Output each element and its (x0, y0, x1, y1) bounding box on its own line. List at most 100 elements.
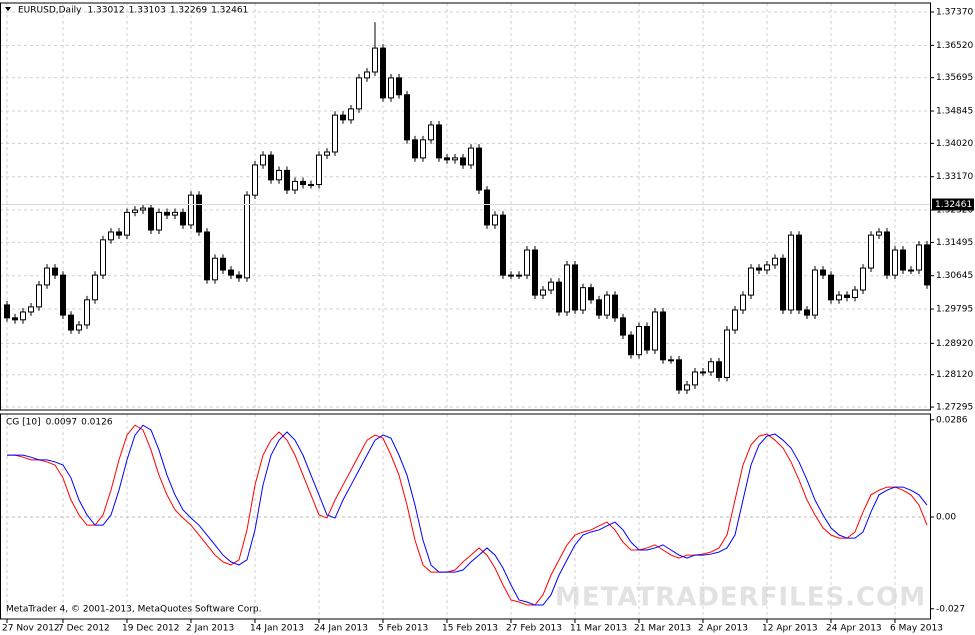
candle-body (756, 267, 762, 271)
candle-body (508, 274, 514, 277)
candle-body (820, 269, 826, 276)
y-tick-label: 1.28120 (936, 370, 973, 380)
candle-body (580, 287, 586, 311)
candle-body (604, 294, 610, 316)
indicator-value: 0.0097 (46, 418, 78, 428)
x-tick-label: 7 Dec 2012 (58, 624, 110, 634)
candle-body (44, 267, 50, 286)
candle-body (188, 194, 194, 226)
candle-body (732, 309, 738, 331)
candle-body (612, 294, 618, 319)
candle-body (476, 147, 482, 191)
candle-body (876, 231, 882, 236)
candle-body (348, 108, 354, 121)
y-tick-label: 1.29795 (936, 305, 973, 315)
y-tick-label: 1.34020 (936, 139, 973, 149)
x-tick-label: 19 Dec 2012 (122, 624, 180, 634)
candle-body (12, 317, 18, 321)
candle-body (332, 114, 338, 153)
candle-body (212, 257, 218, 281)
x-tick-label: 14 Jan 2013 (250, 624, 304, 634)
candle-body (28, 306, 34, 313)
ohlc-value: 1.33103 (129, 6, 166, 16)
x-tick-label: 15 Feb 2013 (442, 624, 498, 634)
candle-body (60, 274, 66, 316)
candle-body (636, 325, 642, 356)
candle-body (20, 311, 26, 321)
candle-body (540, 289, 546, 296)
candle-body (468, 147, 474, 166)
candle-body (676, 359, 682, 391)
candle-body (388, 77, 394, 99)
candle-body (412, 139, 418, 159)
candle-body (148, 207, 154, 231)
x-tick-label: 24 Jan 2013 (314, 624, 368, 634)
candle-body (828, 274, 834, 301)
candle-body (268, 154, 274, 181)
candle-body (596, 299, 602, 316)
candle-body (860, 267, 866, 291)
candle-body (324, 151, 330, 156)
candle-body (372, 47, 378, 73)
candle-body (140, 207, 146, 211)
candle-body (236, 274, 242, 279)
candle-body (764, 264, 770, 271)
y-tick-label: 1.35695 (936, 73, 973, 83)
candle-body (364, 71, 370, 79)
candle-body (668, 359, 674, 362)
candle-body (652, 311, 658, 351)
candle-body (132, 209, 138, 213)
ohlc-value: 1.32461 (211, 6, 248, 16)
candle-body (156, 211, 162, 231)
candle-body (740, 294, 746, 311)
candle-body (556, 281, 562, 313)
last-price-label: 1.32461 (935, 200, 972, 210)
y-tick-label: 1.33170 (936, 172, 973, 182)
candle-body (484, 189, 490, 226)
candle-body (804, 309, 810, 316)
candle-body (564, 264, 570, 313)
candle-body (796, 234, 802, 311)
indicator-value: 0.0126 (81, 418, 113, 428)
candle-body (452, 157, 458, 161)
candle-body (300, 180, 306, 186)
candle-body (532, 249, 538, 296)
candle-body (228, 269, 234, 276)
x-tick-label: 2 Apr 2013 (698, 624, 748, 634)
candle-body (708, 361, 714, 373)
indicator-header: CG [10] (6, 418, 41, 428)
candle-body (924, 244, 930, 286)
candle-body (916, 244, 922, 271)
candle-body (620, 317, 626, 336)
candle-body (852, 289, 858, 298)
x-tick-label: 11 Mar 2013 (570, 624, 627, 634)
y-tick-label: 0.00 (936, 513, 956, 523)
candle-body (772, 257, 778, 266)
candle-body (380, 47, 386, 99)
candle-body (644, 325, 650, 351)
copyright: MetaTrader 4, © 2001-2013, MetaQuotes So… (6, 605, 262, 615)
candle-body (692, 371, 698, 386)
candle-body (500, 214, 506, 276)
candle-body (868, 234, 874, 269)
candle-body (460, 157, 466, 166)
candle-body (292, 180, 298, 191)
y-tick-label: 0.0286 (936, 415, 968, 425)
candle-body (252, 164, 258, 196)
candle-body (92, 274, 98, 301)
y-tick-label: 1.37370 (936, 8, 973, 18)
panel-frame (0, 2, 931, 411)
candle-body (4, 304, 10, 319)
candle-body (100, 239, 106, 276)
candle-body (180, 211, 186, 226)
candle-body (68, 314, 74, 331)
header-arrow (5, 7, 11, 11)
x-tick-label: 21 Mar 2013 (634, 624, 691, 634)
x-tick-label: 27 Feb 2013 (506, 624, 562, 634)
candle-body (308, 184, 314, 187)
candle-body (220, 257, 226, 271)
candle-body (36, 284, 42, 308)
candle-body (108, 231, 114, 241)
x-tick-label: 12 Apr 2013 (762, 624, 818, 634)
